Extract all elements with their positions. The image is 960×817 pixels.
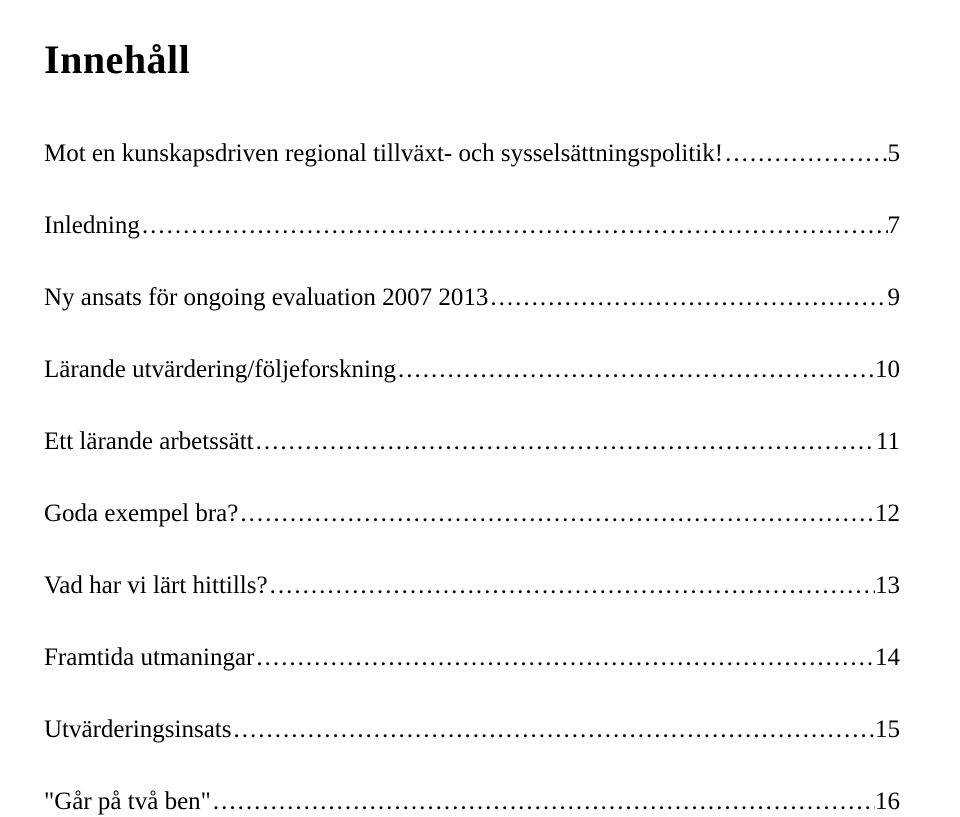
toc-page-number: 7: [888, 211, 901, 241]
toc-label: Mot en kunskapsdriven regional tillväxt-…: [44, 139, 723, 169]
toc-label: Ny ansats för ongoing evaluation 2007 20…: [44, 283, 488, 313]
toc-label: "Går på två ben": [44, 787, 211, 817]
toc-leader-dots: [238, 499, 875, 529]
toc-page-number: 5: [888, 139, 901, 169]
toc-entry: Framtida utmaningar 14: [44, 643, 900, 673]
toc-entry: Goda exempel bra? 12: [44, 499, 900, 529]
toc-entry: Inledning 7: [44, 211, 900, 241]
toc-leader-dots: [396, 355, 875, 385]
toc-leader-dots: [211, 787, 875, 817]
toc-page-number: 16: [875, 787, 900, 817]
toc-entry: Ett lärande arbetssätt 11: [44, 427, 900, 457]
toc-label: Goda exempel bra?: [44, 499, 238, 529]
toc-leader-dots: [723, 139, 887, 169]
toc-leader-dots: [254, 427, 876, 457]
toc-entry: Utvärderingsinsats 15: [44, 715, 900, 745]
toc-leader-dots: [254, 643, 875, 673]
toc-label: Vad har vi lärt hittills?: [44, 571, 268, 601]
toc-entry: Mot en kunskapsdriven regional tillväxt-…: [44, 139, 900, 169]
toc-leader-dots: [231, 715, 875, 745]
toc-label: Utvärderingsinsats: [44, 715, 231, 745]
toc-label: Lärande utvärdering/följeforskning: [44, 355, 396, 385]
toc-label: Inledning: [44, 211, 140, 241]
toc-entry: Ny ansats för ongoing evaluation 2007 20…: [44, 283, 900, 313]
toc-page-number: 10: [875, 355, 900, 385]
toc-label: Ett lärande arbetssätt: [44, 427, 254, 457]
page-title: Innehåll: [44, 36, 900, 83]
toc-leader-dots: [268, 571, 875, 601]
toc-page-number: 13: [875, 571, 900, 601]
table-of-contents: Mot en kunskapsdriven regional tillväxt-…: [44, 139, 900, 817]
toc-page-number: 11: [876, 427, 900, 457]
toc-entry: Lärande utvärdering/följeforskning 10: [44, 355, 900, 385]
document-page: Innehåll Mot en kunskapsdriven regional …: [0, 0, 960, 768]
toc-entry: Vad har vi lärt hittills? 13: [44, 571, 900, 601]
toc-leader-dots: [488, 283, 887, 313]
toc-page-number: 12: [875, 499, 900, 529]
toc-page-number: 14: [875, 643, 900, 673]
toc-page-number: 9: [888, 283, 901, 313]
toc-page-number: 15: [875, 715, 900, 745]
toc-leader-dots: [140, 211, 888, 241]
toc-label: Framtida utmaningar: [44, 643, 254, 673]
toc-entry: "Går på två ben" 16: [44, 787, 900, 817]
